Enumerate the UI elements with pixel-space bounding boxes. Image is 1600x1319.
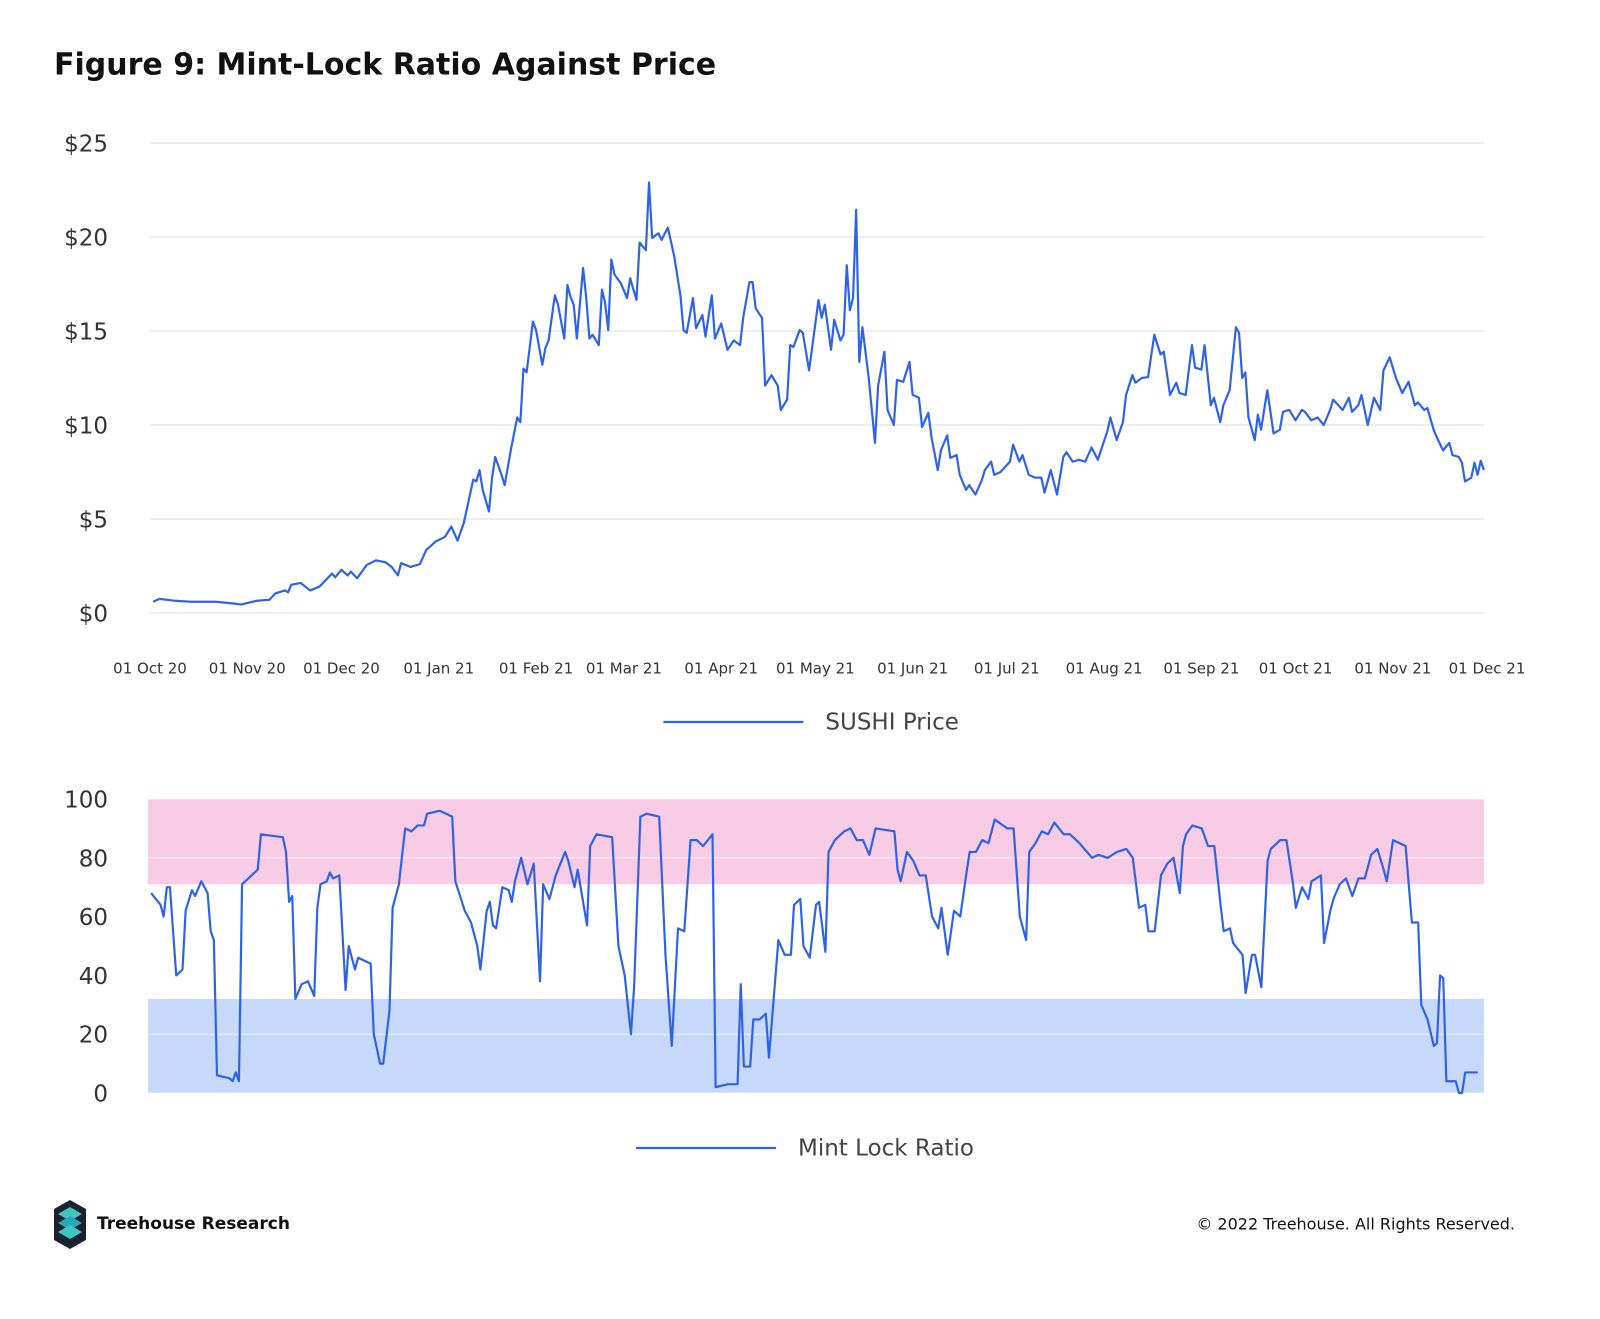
y-tick-label: $10 [64,414,108,440]
y-tick-label: $25 [64,132,108,158]
data-line [152,181,1485,606]
threshold-band [148,799,1484,885]
legend-label: Mint Lock Ratio [798,1136,974,1162]
copyright: © 2022 Treehouse. All Rights Reserved. [1196,1215,1515,1234]
brand-logo [54,1200,86,1249]
x-tick-label: 01 Jan 21 [403,660,474,678]
x-tick-label: 01 Dec 21 [1449,660,1526,678]
x-tick-label: 01 Oct 20 [113,660,187,678]
x-tick-label: 01 Nov 20 [209,660,286,678]
x-tick-label: 01 Feb 21 [499,660,573,678]
x-tick-label: 01 Dec 20 [303,660,380,678]
y-tick-label: $15 [64,320,108,346]
x-tick-label: 01 Apr 21 [684,660,758,678]
threshold-band [148,998,1484,1093]
x-tick-label: 01 Oct 21 [1259,660,1333,678]
legend-label: SUSHI Price [825,710,959,736]
y-tick-label: 80 [79,846,108,872]
x-tick-label: 01 Sep 21 [1163,660,1239,678]
y-tick-label: $20 [64,226,108,252]
y-tick-label: 100 [64,788,108,814]
x-tick-label: 01 Nov 21 [1354,660,1431,678]
y-tick-label: 60 [79,905,108,931]
y-tick-label: $0 [79,602,108,628]
y-tick-label: $5 [79,508,108,534]
x-tick-label: 01 Mar 21 [586,660,662,678]
y-tick-label: 40 [79,964,108,990]
x-tick-label: 01 May 21 [776,660,855,678]
y-tick-label: 0 [93,1082,108,1108]
y-tick-label: 20 [79,1023,108,1049]
figure-title: Figure 9: Mint-Lock Ratio Against Price [54,48,716,83]
x-tick-label: 01 Aug 21 [1066,660,1143,678]
brand-name: Treehouse Research [97,1214,290,1234]
x-tick-label: 01 Jun 21 [877,660,948,678]
x-tick-label: 01 Jul 21 [974,660,1040,678]
data-line [150,809,1478,1095]
